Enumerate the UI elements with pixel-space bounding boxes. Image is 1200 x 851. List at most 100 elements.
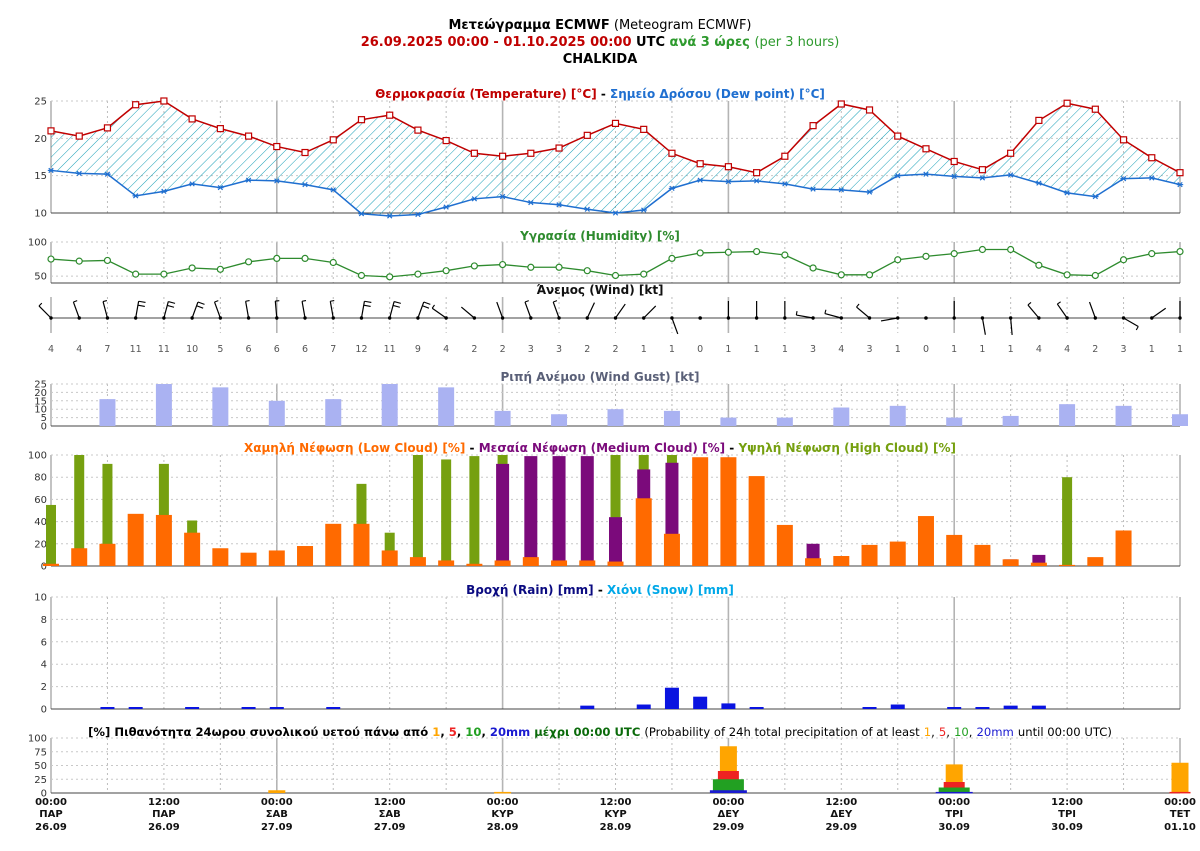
wind-barb [274, 300, 280, 320]
humidity-point [1007, 245, 1015, 254]
low-cloud-bar [805, 558, 822, 566]
dewpoint-point [1092, 193, 1099, 200]
humidity-point [1148, 250, 1156, 258]
dewpoint-point [838, 187, 845, 193]
dewpoint-marker-stroke [528, 199, 534, 206]
y-tick-label: 20 [34, 134, 47, 145]
x-label-date: 29.09 [825, 822, 857, 833]
humidity-point [244, 258, 253, 266]
dewpoint-point [1063, 190, 1071, 196]
wind-barb [460, 306, 477, 320]
wind-speed-label: 1 [1177, 344, 1183, 355]
wind-barb-feather [553, 300, 558, 303]
wind-barb-shaft [1151, 307, 1167, 319]
humidity-point [47, 255, 55, 263]
temperature-point [470, 149, 478, 157]
temperature-point [1148, 154, 1156, 162]
wind-speed-label: 1 [754, 344, 760, 355]
humidity-point [809, 264, 817, 272]
wind-speed-label: 6 [274, 344, 280, 355]
wind-barb [213, 300, 223, 320]
wind-barb [980, 316, 986, 335]
low-cloud-bar [325, 523, 342, 566]
wind-speed-label: 2 [471, 344, 477, 355]
low-cloud-bar [212, 548, 229, 566]
gust-bar [946, 417, 963, 426]
wind-barb-shaft [1088, 301, 1096, 319]
dewpoint-marker-stroke [1036, 180, 1042, 186]
wind-barb [1027, 301, 1041, 320]
wind-speed-label: 1 [951, 344, 957, 355]
dewpoint-point [273, 178, 280, 184]
x-label-time: 00:00 [938, 797, 970, 808]
temperature-point [47, 127, 55, 135]
low-cloud-bar [43, 563, 59, 566]
wind-barb-shaft [163, 301, 169, 319]
rain-bar [128, 707, 143, 709]
wind-barb-feather [423, 301, 431, 305]
dewpoint-point [922, 171, 930, 177]
wind-barb [416, 301, 431, 320]
dewpoint-marker-stroke [1064, 190, 1070, 196]
rain-bar [947, 707, 962, 709]
prob-comma-3: , [481, 725, 486, 739]
x-label-time: 00:00 [35, 797, 67, 808]
prob-threshold-1: 1 [432, 725, 441, 739]
wind-barb [359, 300, 372, 320]
temperature-point [188, 115, 196, 123]
wind-barb-feather [214, 300, 219, 303]
dewpoint-marker-stroke [274, 178, 280, 184]
dewpoint-point [76, 170, 83, 177]
prob-en-until: until 00:00 UTC) [1017, 725, 1112, 739]
wind-barb-feather [196, 305, 204, 309]
dewpoint-point [1176, 181, 1184, 188]
y-tick-label: 60 [34, 495, 47, 506]
wind-barb-station [218, 316, 223, 320]
prob-comma-1: , [440, 725, 445, 739]
dewpoint-marker-stroke [330, 187, 336, 193]
x-label-date: 29.09 [713, 822, 745, 833]
wind-barb-station [529, 316, 533, 320]
wind-barb-feather [1057, 301, 1061, 305]
wind-barb-station [190, 316, 194, 320]
wind-barb-feather [431, 304, 435, 309]
prob-en-comma-1: , [931, 725, 935, 739]
dewpoint-marker-stroke [471, 196, 478, 202]
gust-bar [776, 417, 793, 426]
humidity-point [950, 250, 958, 258]
wind-barb-station [105, 316, 110, 320]
wind-barb-station [1121, 316, 1126, 320]
chart-title: Μετεώγραμμα ECMWF (Meteogram ECMWF) [0, 18, 1200, 34]
prob-en-comma-2: , [946, 725, 950, 739]
low-cloud-bar [720, 457, 737, 566]
humidity-point [611, 271, 620, 280]
wind-speed-label: 2 [500, 344, 506, 355]
dewpoint-marker-stroke [133, 193, 139, 199]
temperature-point [922, 145, 930, 153]
range-utc: UTC [636, 35, 665, 50]
wind-barb [329, 300, 335, 320]
humidity-point [470, 262, 478, 270]
x-label-day: ΠΑΡ [152, 809, 175, 820]
humidity-point [273, 254, 281, 262]
y-tick-label: 20 [34, 539, 47, 550]
high-cloud-title: Υψηλή Νέφωση (High Cloud) [%] [738, 441, 957, 455]
prob-title-greek: [%] Πιθανότητα 24ωρου συνολικού υετού πά… [88, 725, 429, 739]
wind-speed-label: 1 [1008, 344, 1014, 355]
medium-cloud-bar [496, 463, 510, 566]
x-label-date: 27.09 [261, 822, 293, 833]
date-range: 26.09.2025 00:00 - 01.10.2025 00:00 UTC … [0, 35, 1200, 51]
dewpoint-marker-stroke [217, 184, 224, 191]
wind-barb-feather [197, 301, 205, 305]
cloud-title-sep-2: - [729, 441, 735, 455]
wind-speed-label: 0 [923, 344, 929, 355]
temperature-point [386, 111, 394, 119]
dewpoint-point [781, 181, 789, 187]
wind-barb-shaft [643, 305, 657, 319]
wind-barb-feather [1135, 326, 1139, 331]
wind-speed-label: 1 [641, 344, 647, 355]
prob-en-threshold-1: 1 [923, 725, 932, 739]
temperature-point [414, 126, 422, 134]
dewpoint-marker-stroke [753, 178, 760, 184]
x-label-date: 01.10 [1164, 822, 1196, 833]
